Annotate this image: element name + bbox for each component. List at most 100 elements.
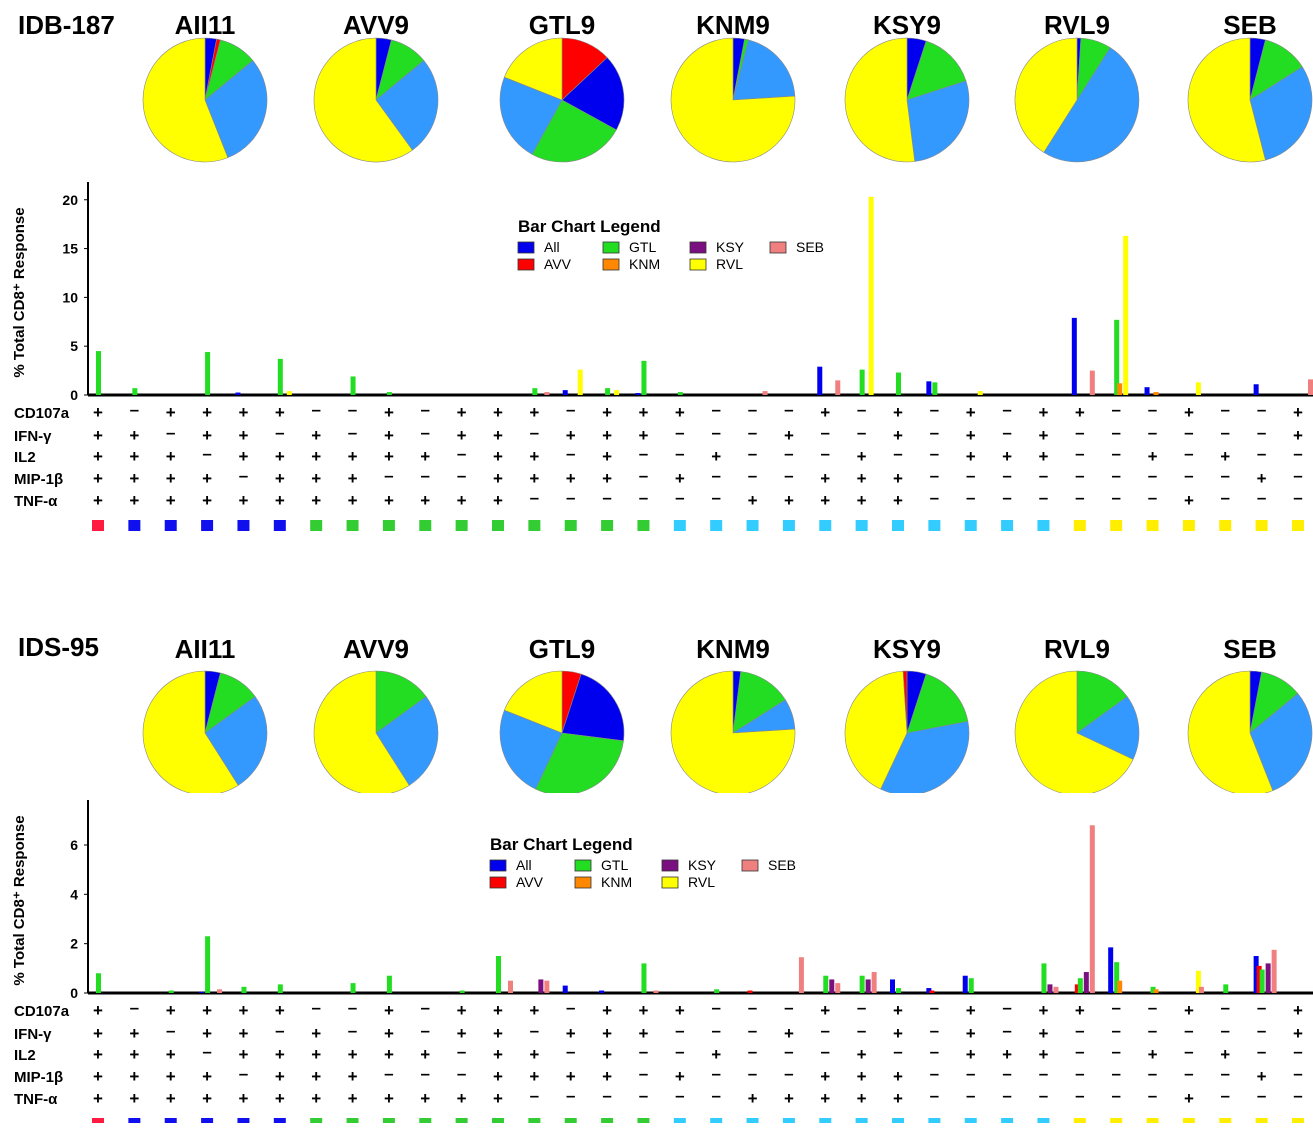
bar [1077, 978, 1083, 993]
bar [859, 975, 865, 993]
marker-sign: + [1257, 469, 1267, 488]
bar [235, 392, 241, 395]
group-marker [1219, 520, 1232, 531]
marker-sign: – [1257, 400, 1266, 419]
pie-chart: KNM9 [670, 634, 796, 793]
legend-title: Bar Chart Legend [490, 835, 633, 854]
bar [277, 358, 283, 395]
legend-swatch [517, 258, 535, 271]
marker-sign: – [711, 1086, 720, 1105]
marker-sign: – [1221, 488, 1230, 507]
bar [1259, 969, 1265, 993]
marker-sign: – [1039, 488, 1048, 507]
marker-sign: – [821, 423, 830, 442]
marker-sign: – [1184, 423, 1193, 442]
marker-sign: – [530, 488, 539, 507]
marker-sign: – [1111, 1086, 1120, 1105]
bar [929, 990, 935, 993]
marker-sign: + [311, 426, 321, 445]
marker-sign: + [820, 469, 830, 488]
bar [977, 391, 983, 395]
group-marker [492, 1118, 504, 1123]
marker-sign: + [602, 403, 612, 422]
bar [1256, 965, 1262, 993]
marker-sign: + [93, 1089, 103, 1108]
bar [386, 975, 392, 993]
marker-sign: + [493, 491, 503, 510]
pie-slice [375, 696, 439, 786]
bar [1150, 986, 1156, 993]
pie-slice [503, 670, 563, 734]
marker-sign: – [566, 998, 575, 1017]
marker-sign: + [602, 1024, 612, 1043]
group-marker [1110, 1118, 1123, 1123]
pie-title: KNM9 [696, 10, 770, 40]
marker-sign: – [202, 444, 211, 463]
legend-item: All [489, 857, 532, 873]
legend-swatch [741, 859, 759, 872]
group-marker [164, 520, 177, 531]
group-marker [1255, 520, 1268, 531]
pie-slice [670, 670, 796, 793]
marker-sign: + [238, 1045, 248, 1064]
group-marker [673, 1118, 686, 1123]
marker-sign: + [1038, 447, 1048, 466]
marker-sign: + [129, 469, 139, 488]
group-marker [1073, 520, 1086, 531]
marker-sign: – [1002, 998, 1011, 1017]
group-marker [710, 1118, 723, 1123]
marker-sign: + [93, 1024, 103, 1043]
marker-sign: – [1002, 423, 1011, 442]
group-marker [1219, 1118, 1232, 1123]
legend-label: AVV [544, 256, 572, 272]
marker-sign: + [1293, 1001, 1303, 1020]
marker-sign: – [1075, 466, 1084, 485]
marker-sign: + [384, 1024, 394, 1043]
y-tick-label: 5 [70, 338, 78, 354]
bar [1195, 970, 1201, 993]
marker-sign: + [129, 491, 139, 510]
marker-sign: + [1148, 447, 1158, 466]
bar [1108, 947, 1114, 993]
bar [1074, 984, 1080, 993]
marker-sign: + [602, 447, 612, 466]
group-marker [382, 1118, 395, 1123]
marker-sign: + [384, 447, 394, 466]
marker-sign: + [93, 1045, 103, 1064]
marker-sign: + [384, 426, 394, 445]
marker-sign: – [1075, 1064, 1084, 1083]
marker-sign: + [93, 447, 103, 466]
marker-sign: + [820, 491, 830, 510]
marker-sign: + [857, 1045, 867, 1064]
marker-label: IL2 [14, 449, 36, 466]
group-marker [601, 520, 614, 531]
marker-sign: – [457, 466, 466, 485]
legend-item: AVV [517, 256, 572, 272]
marker-sign: – [711, 1064, 720, 1083]
marker-sign: – [675, 1021, 684, 1040]
marker-label: IFN-γ [14, 1026, 52, 1043]
marker-sign: – [893, 1042, 902, 1061]
legend-label: All [516, 857, 532, 873]
pie-slice [375, 60, 439, 151]
marker-sign: + [602, 1067, 612, 1086]
marker-sign: + [493, 426, 503, 445]
group-marker [782, 520, 795, 531]
pie-slice [561, 673, 625, 742]
legend-item: KSY [689, 239, 745, 255]
group-marker [637, 520, 650, 531]
bar [577, 369, 583, 395]
legend-label: RVL [688, 874, 715, 890]
marker-sign: + [457, 426, 467, 445]
pie-chart: RVL9 [1014, 634, 1140, 793]
marker-sign: + [238, 1089, 248, 1108]
bar [241, 986, 247, 993]
group-marker [746, 520, 759, 531]
bar [350, 983, 356, 993]
bar [386, 392, 392, 395]
marker-sign: – [675, 444, 684, 463]
marker-sign: – [1221, 1086, 1230, 1105]
bar [896, 372, 901, 395]
marker-sign: – [1002, 1064, 1011, 1083]
marker-sign: + [384, 1089, 394, 1108]
